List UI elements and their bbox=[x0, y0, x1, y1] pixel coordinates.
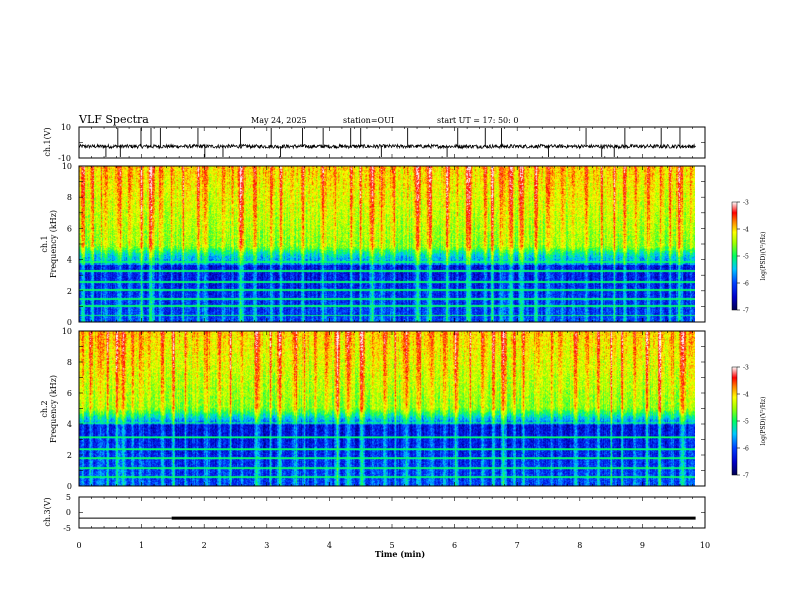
ch1-spectrogram-ticks bbox=[78, 165, 706, 323]
ch1-ytick-top: 10 bbox=[61, 123, 71, 132]
ch2-colorbar-ticks: -3 -4 -5 -6 -7 bbox=[737, 365, 749, 480]
colorbar-tick-label: -5 bbox=[743, 254, 749, 261]
freq-tick-label: 8 bbox=[67, 358, 72, 367]
time-tick-label: 9 bbox=[640, 541, 645, 550]
time-tick-label: 4 bbox=[327, 541, 332, 550]
ch2-spectrogram-ticks bbox=[78, 330, 706, 487]
ch2-spectrogram-channel-label: ch.2 bbox=[40, 400, 49, 417]
ch1-spectrogram-ytick-labels: 0 2 4 6 8 10 bbox=[62, 162, 72, 327]
ch3-ylabel: ch.3(V) bbox=[43, 497, 52, 526]
ch1-colorbar-ticks: -3 -4 -5 -6 -7 bbox=[737, 200, 749, 315]
ch1-spectrogram-channel-label: ch.1 bbox=[40, 235, 49, 252]
ch1-waveform-panel: 10 -10 ch.1(V) bbox=[43, 123, 706, 163]
time-tick-label: 10 bbox=[700, 541, 710, 550]
freq-tick-label: 6 bbox=[67, 224, 72, 233]
ch1-ylabel: ch.1(V) bbox=[43, 127, 52, 156]
freq-tick-label: 0 bbox=[67, 318, 72, 327]
time-axis-label: Time (min) bbox=[375, 549, 425, 559]
ch1-frame bbox=[78, 126, 706, 159]
ch2-spectrogram-ylabel: Frequency (kHz) bbox=[49, 375, 58, 443]
time-tick-label: 6 bbox=[452, 541, 457, 550]
colorbar-tick-label: -3 bbox=[743, 200, 749, 207]
colorbar-tick-label: -7 bbox=[743, 473, 749, 480]
colorbar-tick-label: -3 bbox=[743, 365, 749, 372]
freq-tick-label: 2 bbox=[67, 287, 72, 296]
colorbar-tick-label: -6 bbox=[743, 281, 749, 288]
time-tick-label: 2 bbox=[202, 541, 207, 550]
ch1-tick-marks bbox=[78, 126, 706, 159]
ch3-ytick-top: 5 bbox=[66, 493, 71, 502]
time-tick-label: 8 bbox=[577, 541, 582, 550]
colorbar-tick-label: -4 bbox=[743, 392, 749, 399]
ch3-panel: 5 0 -5 ch.3(V) 0 1 2 3 4 5 6 7 8 9 10 Time (min) bbox=[43, 493, 710, 559]
ch1-ytick-bottom: -10 bbox=[58, 154, 71, 163]
time-axis-tick-labels: 0 1 2 3 4 5 6 7 8 9 10 bbox=[76, 541, 710, 550]
time-tick-label: 3 bbox=[264, 541, 269, 550]
ch1-waveform-trace bbox=[78, 143, 696, 150]
colorbar-tick-label: -7 bbox=[743, 308, 749, 315]
time-tick-label: 1 bbox=[139, 541, 144, 550]
station-label: station=OUI bbox=[343, 116, 394, 125]
figure-title: VLF Spectra bbox=[78, 113, 149, 126]
ch2-spectrogram-ytick-labels: 0 2 4 6 8 10 bbox=[62, 327, 72, 491]
time-tick-label: 0 bbox=[76, 541, 81, 550]
freq-tick-label: 10 bbox=[62, 162, 72, 171]
ch3-frame bbox=[78, 496, 706, 529]
ch1-spectrogram-ylabel: Frequency (kHz) bbox=[49, 210, 58, 278]
colorbar-tick-label: -6 bbox=[743, 446, 749, 453]
time-tick-label: 5 bbox=[389, 541, 394, 550]
freq-tick-label: 8 bbox=[67, 193, 72, 202]
ch1-colorbar-label: log(PSD)(V²/Hz) bbox=[760, 232, 767, 281]
ch3-tick-marks bbox=[78, 496, 706, 529]
freq-tick-label: 6 bbox=[67, 389, 72, 398]
date-label: May 24, 2025 bbox=[251, 116, 307, 125]
ch2-spectrogram-image bbox=[79, 331, 695, 486]
ch3-ytick-mid: 0 bbox=[66, 508, 71, 517]
colorbar-tick-label: -4 bbox=[743, 227, 749, 234]
freq-tick-label: 4 bbox=[67, 256, 72, 265]
freq-tick-label: 10 bbox=[62, 327, 72, 336]
start-time-label: start UT = 17: 50: 0 bbox=[437, 116, 518, 125]
freq-tick-label: 4 bbox=[67, 420, 72, 429]
ch1-colorbar bbox=[731, 201, 738, 311]
ch3-ytick-bottom: -5 bbox=[63, 524, 71, 533]
colorbar-tick-label: -5 bbox=[743, 419, 749, 426]
freq-tick-label: 2 bbox=[67, 451, 72, 460]
ch1-spectrogram-image bbox=[79, 166, 695, 322]
time-tick-label: 7 bbox=[515, 541, 520, 550]
freq-tick-label: 0 bbox=[67, 482, 72, 491]
ch2-colorbar-label: log(PSD)(V²/Hz) bbox=[760, 397, 767, 446]
ch2-colorbar bbox=[731, 366, 738, 476]
